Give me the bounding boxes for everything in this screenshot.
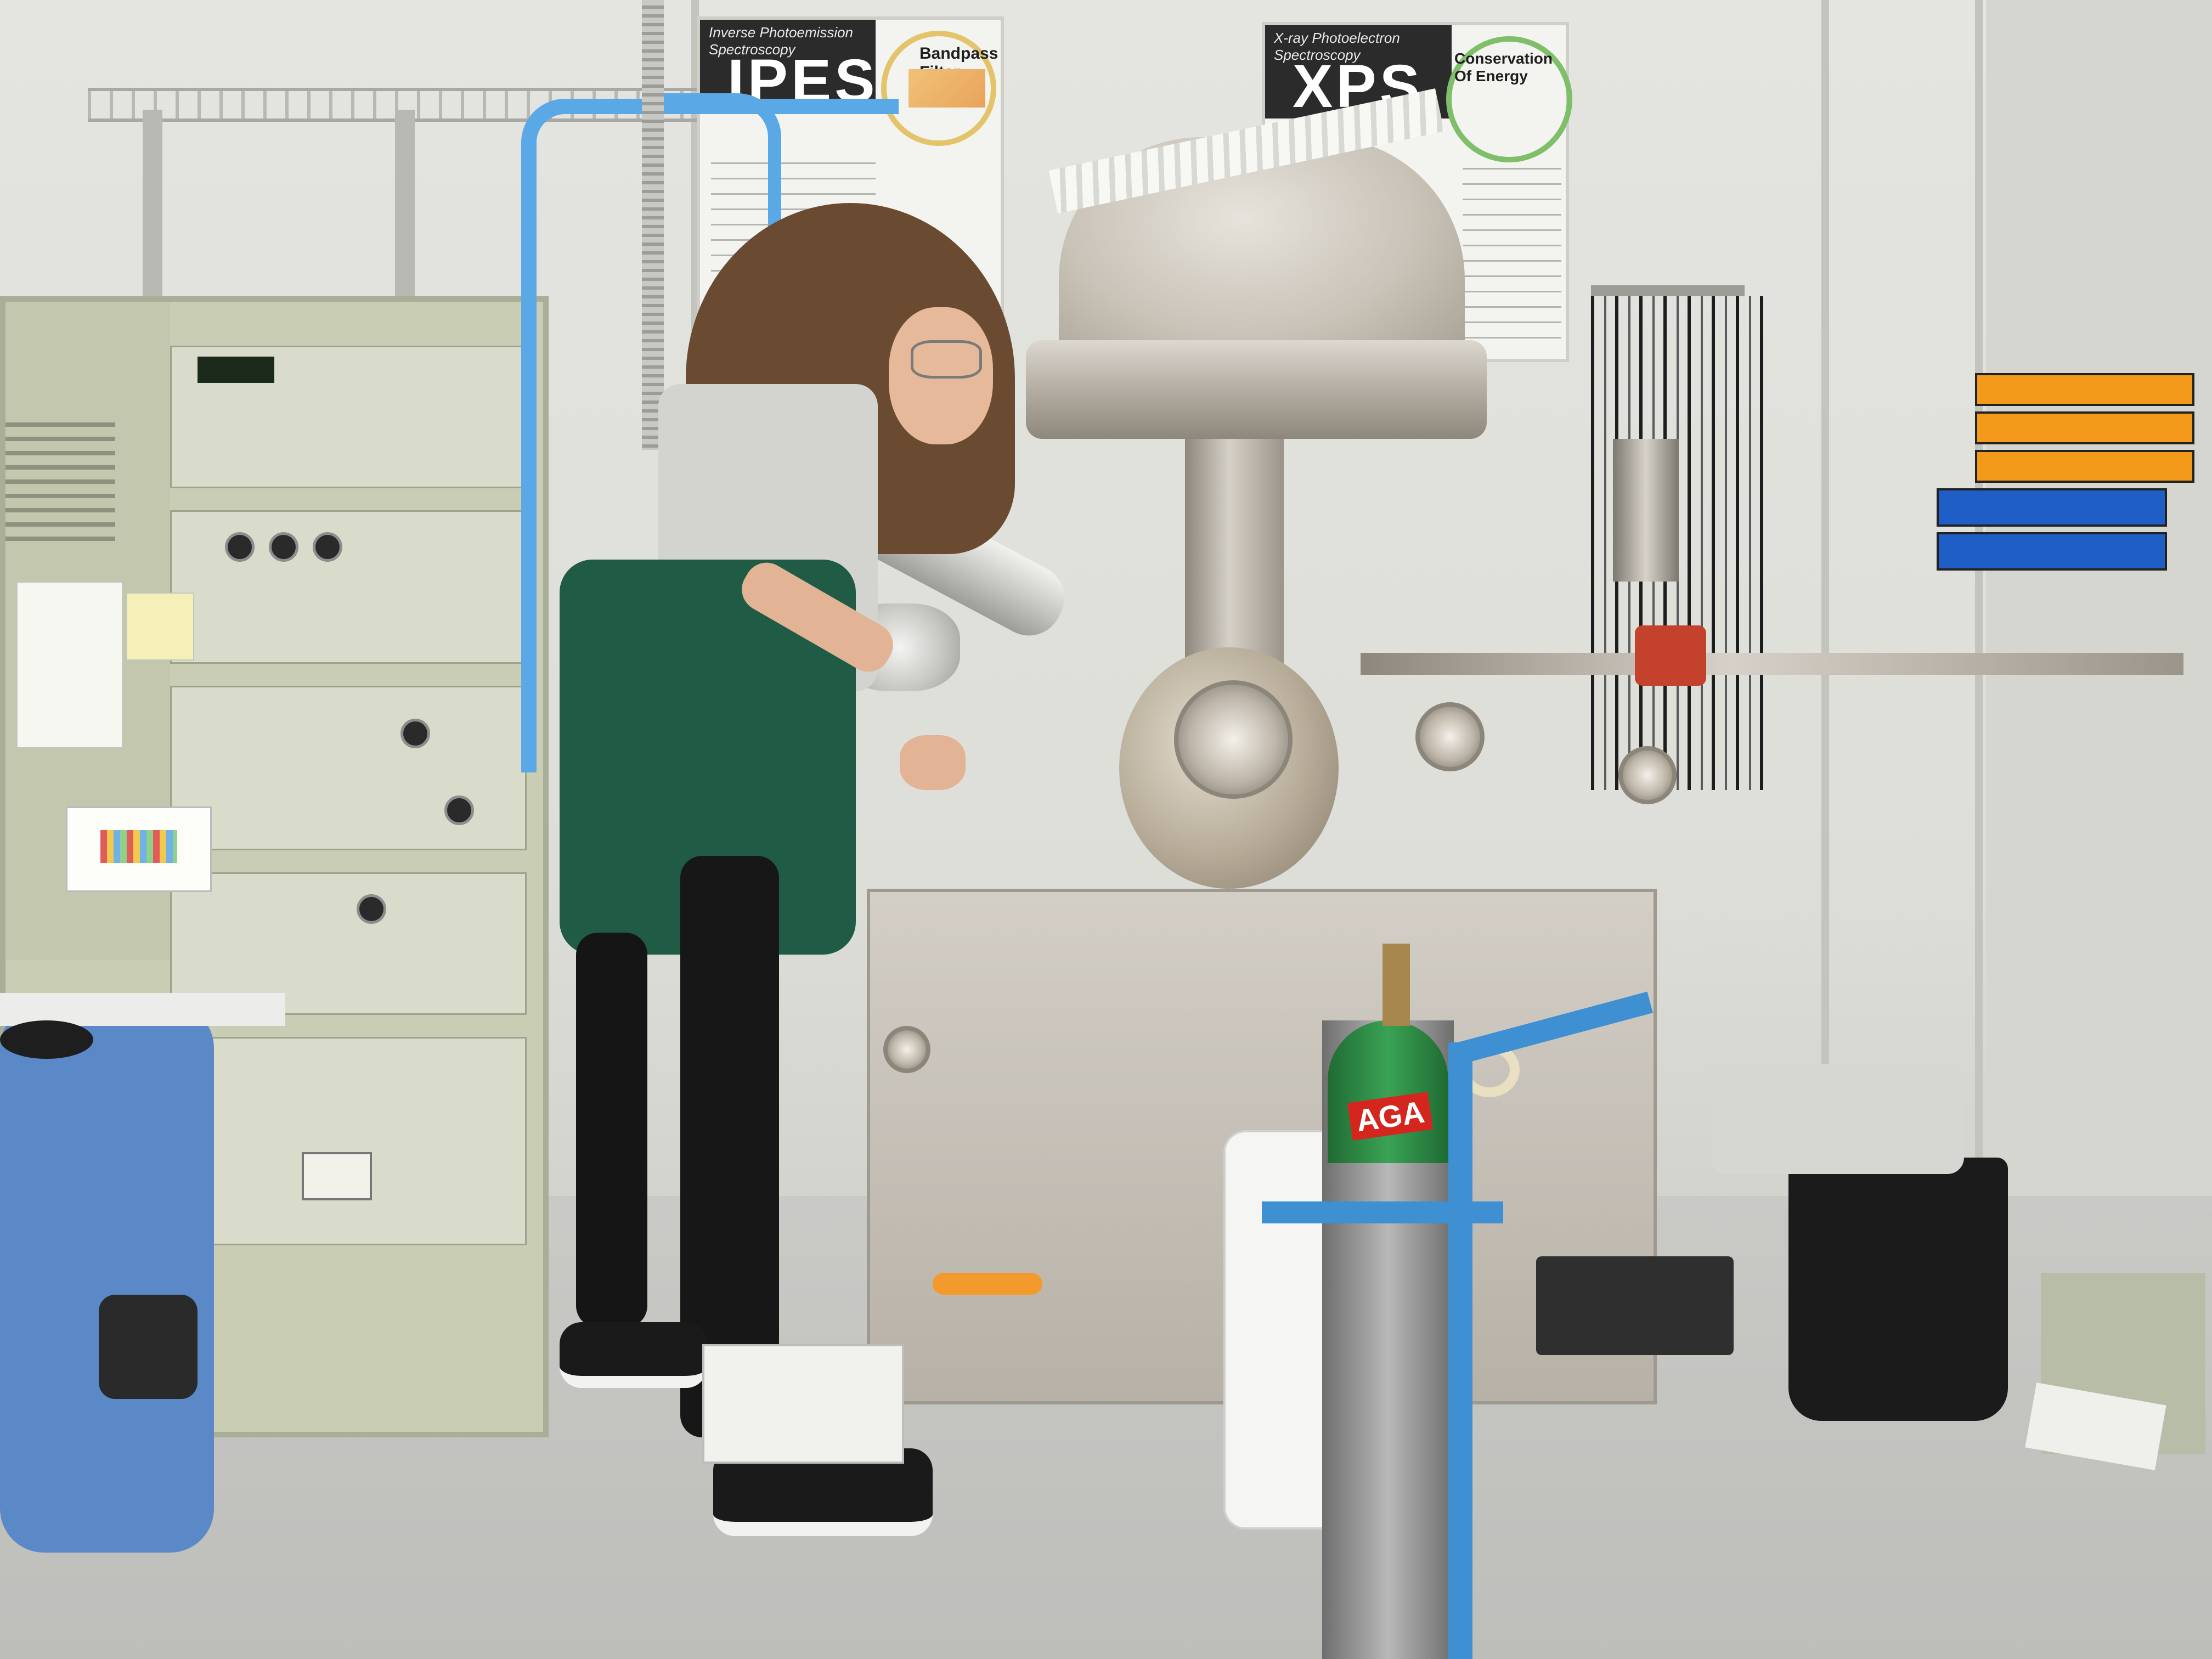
controller-box: [1536, 1256, 1734, 1355]
rack-instrument: [170, 686, 527, 850]
side-port: [1618, 746, 1677, 804]
poster-subtitle: X-ray Photoelectron Spectroscopy: [1274, 30, 1400, 63]
corrugated-hose: [642, 0, 664, 450]
analog-meter: [302, 1152, 372, 1200]
periodic-table-sheet: [66, 806, 212, 892]
rack-knob: [400, 719, 430, 748]
blue-bin-row: [1937, 532, 2167, 571]
blue-hose: [521, 99, 899, 772]
frame-vent: [883, 1026, 930, 1073]
parts-bin-rack: [1937, 357, 2205, 587]
rack-knob: [313, 532, 342, 562]
eyeglasses: [911, 340, 982, 379]
rotary-pump: [1712, 1064, 1964, 1174]
chamber-neck: [1185, 439, 1284, 669]
person-hand: [900, 735, 966, 790]
poster-figure: [909, 69, 985, 108]
periodic-table-graphic: [100, 830, 177, 863]
wall-column: [1986, 0, 2212, 1262]
scissors: [933, 1273, 1042, 1295]
cable-hanger-bar: [1591, 285, 1745, 296]
orange-bin-row: [1975, 411, 2194, 444]
rack-instrument: [170, 1037, 527, 1245]
office-chair-back: [0, 1004, 214, 1553]
rack-knob: [357, 894, 386, 924]
poster-text-block: [1463, 168, 1561, 349]
rack-instrument: [170, 872, 527, 1015]
rack-vent: [5, 422, 115, 543]
sneaker: [560, 1322, 708, 1388]
poster-panel-title: Conservation Of Energy: [1454, 50, 1553, 84]
orange-bin-row: [1975, 373, 2194, 406]
floor-box: [702, 1344, 904, 1464]
viewport-window: [1174, 680, 1293, 799]
gas-cylinder-shoulder: [1328, 1020, 1448, 1163]
valve-tower: [1613, 439, 1679, 582]
cylinder-valve: [1383, 944, 1410, 1026]
trolley-frame: [1448, 1042, 1472, 1659]
poster-circle-graphic: [881, 31, 996, 146]
red-valve: [1635, 625, 1706, 686]
rack-knob: [269, 532, 298, 562]
trolley-crossbar: [1262, 1201, 1503, 1223]
rack-instrument: [170, 510, 527, 664]
black-waste-bin: [1788, 1158, 2008, 1421]
rack-knob: [444, 795, 474, 825]
chair-armrest: [99, 1295, 198, 1399]
rack-knob: [225, 532, 255, 562]
wall-seam: [1821, 0, 1829, 1240]
person-leg: [576, 933, 647, 1328]
paper-sheet: [16, 582, 123, 748]
side-port: [1415, 702, 1485, 771]
blue-bin-row: [1937, 488, 2167, 527]
support-strut: [395, 110, 415, 329]
support-strut: [143, 110, 162, 329]
poster-subtitle: Inverse Photoemission Spectroscopy: [709, 24, 854, 58]
transfer-arm-rod: [1361, 653, 2183, 675]
chamber-top-flange: [1026, 340, 1487, 439]
computer-mouse: [0, 1020, 93, 1059]
instrument-display: [198, 357, 274, 383]
wall-seam: [1975, 0, 1983, 1240]
sticky-note: [126, 592, 194, 661]
poster-circle-graphic: [1446, 36, 1572, 162]
orange-bin-row: [1975, 450, 2194, 483]
